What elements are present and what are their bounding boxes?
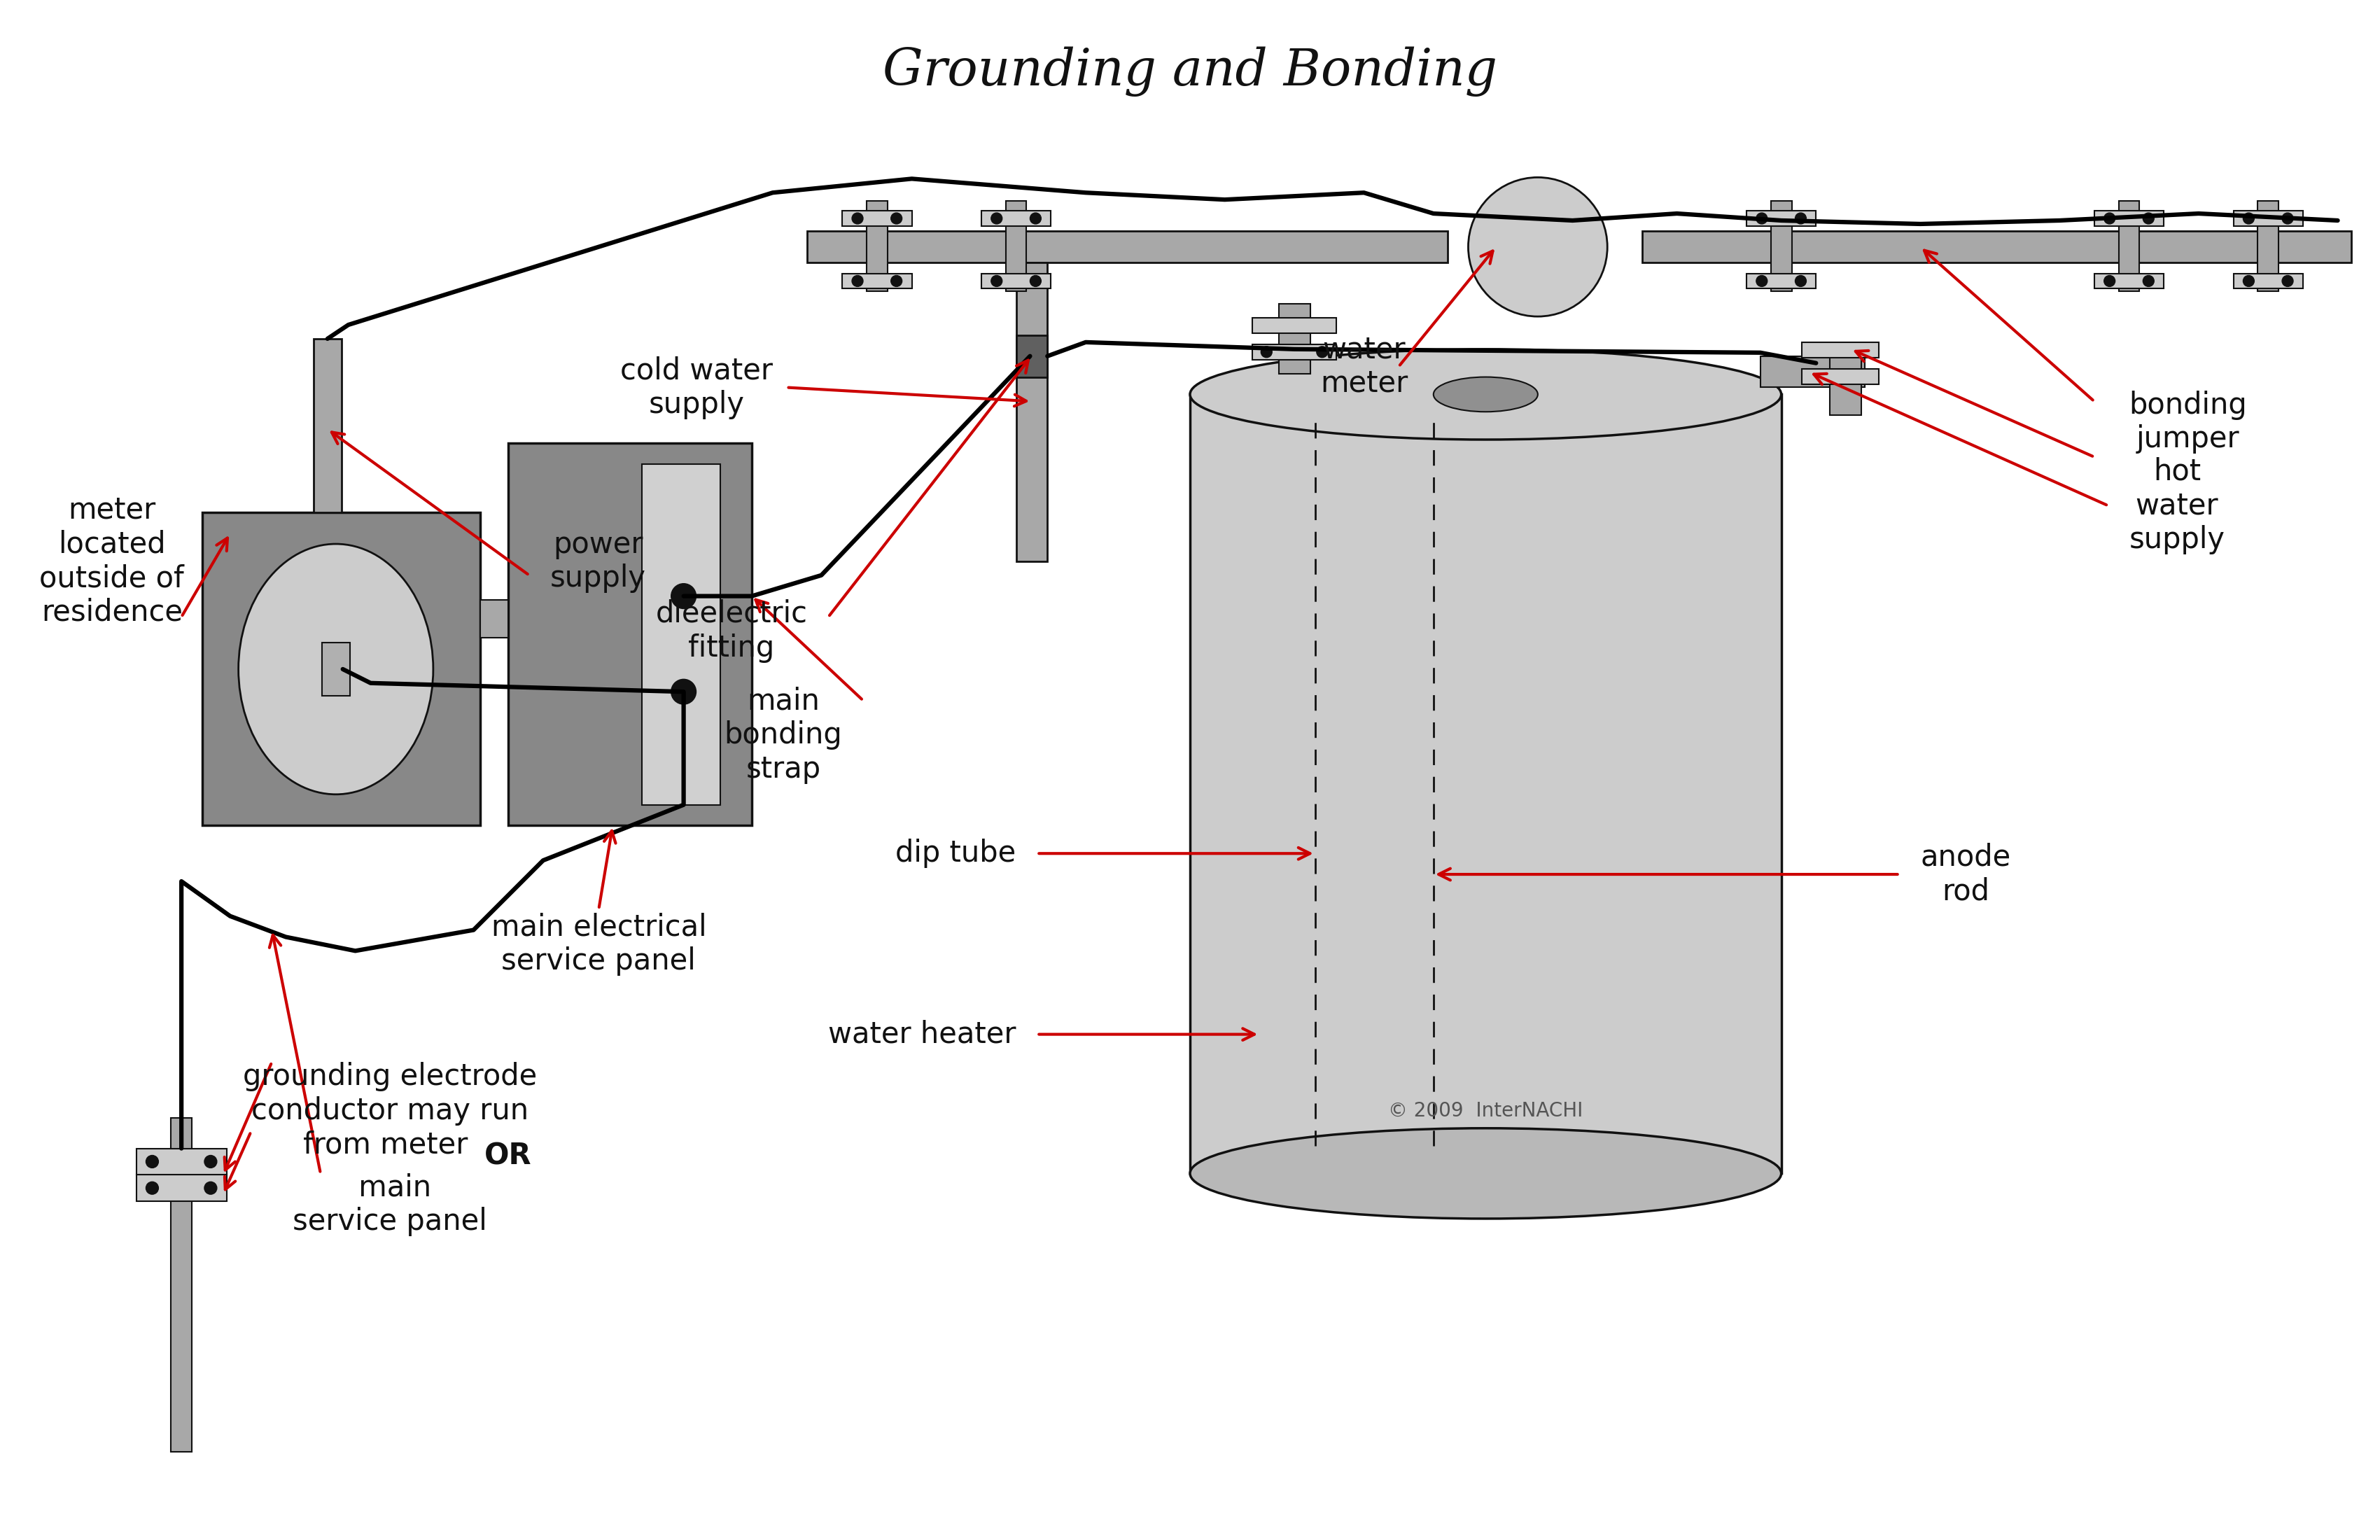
Circle shape bbox=[2282, 276, 2294, 286]
Bar bbox=[807, 231, 1447, 262]
Circle shape bbox=[990, 213, 1002, 223]
Bar bbox=[2118, 202, 2140, 291]
Bar bbox=[2094, 211, 2163, 226]
Bar bbox=[1802, 368, 1878, 383]
Circle shape bbox=[145, 1155, 159, 1167]
Bar bbox=[202, 513, 481, 825]
Circle shape bbox=[1795, 276, 1806, 286]
Bar bbox=[136, 1175, 226, 1201]
Text: dieelectric
fitting: dieelectric fitting bbox=[654, 599, 807, 662]
Bar bbox=[1016, 336, 1047, 377]
Text: cold water
supply: cold water supply bbox=[621, 356, 774, 419]
Circle shape bbox=[2282, 213, 2294, 223]
Ellipse shape bbox=[238, 544, 433, 795]
Bar bbox=[1016, 262, 1047, 561]
Text: dip tube: dip tube bbox=[895, 839, 1016, 869]
Circle shape bbox=[890, 213, 902, 223]
Text: meter
located
outside of
residence: meter located outside of residence bbox=[40, 496, 183, 627]
Bar bbox=[1830, 345, 1861, 416]
Bar bbox=[1007, 202, 1026, 291]
Bar bbox=[1747, 274, 1816, 288]
Text: power
supply: power supply bbox=[550, 530, 645, 593]
Bar bbox=[2259, 202, 2278, 291]
Circle shape bbox=[1795, 213, 1806, 223]
Ellipse shape bbox=[1433, 377, 1537, 411]
Bar bbox=[1252, 317, 1335, 333]
Circle shape bbox=[205, 1155, 217, 1167]
Text: main
service panel: main service panel bbox=[293, 1173, 488, 1237]
Circle shape bbox=[1468, 177, 1607, 317]
Circle shape bbox=[2142, 213, 2154, 223]
Circle shape bbox=[852, 213, 864, 223]
Text: hot
water
supply: hot water supply bbox=[2130, 457, 2225, 554]
Circle shape bbox=[852, 276, 864, 286]
Bar bbox=[981, 211, 1052, 226]
Bar bbox=[843, 211, 912, 226]
Circle shape bbox=[890, 276, 902, 286]
Bar bbox=[509, 444, 752, 825]
Circle shape bbox=[2242, 213, 2254, 223]
Ellipse shape bbox=[1190, 1129, 1780, 1218]
Bar bbox=[1278, 303, 1311, 374]
Bar bbox=[481, 599, 509, 638]
Bar bbox=[866, 202, 888, 291]
Circle shape bbox=[1756, 276, 1768, 286]
Bar bbox=[843, 274, 912, 288]
Bar bbox=[643, 464, 721, 805]
Text: anode
rod: anode rod bbox=[1921, 842, 2011, 906]
Circle shape bbox=[1031, 213, 1040, 223]
Bar bbox=[136, 1149, 226, 1175]
Bar bbox=[1252, 345, 1335, 360]
Bar bbox=[1190, 394, 1780, 1173]
Text: main electrical
service panel: main electrical service panel bbox=[490, 912, 707, 976]
Text: bonding
jumper: bonding jumper bbox=[2130, 391, 2247, 454]
Bar bbox=[321, 642, 350, 696]
Ellipse shape bbox=[1190, 350, 1780, 439]
Bar bbox=[2094, 274, 2163, 288]
Bar bbox=[1771, 202, 1792, 291]
Text: © 2009  InterNACHI: © 2009 InterNACHI bbox=[1388, 1101, 1583, 1121]
Circle shape bbox=[2104, 213, 2116, 223]
Text: water
meter: water meter bbox=[1321, 334, 1407, 399]
Text: Grounding and Bonding: Grounding and Bonding bbox=[883, 46, 1497, 97]
Circle shape bbox=[2142, 276, 2154, 286]
Bar bbox=[1802, 342, 1878, 357]
Circle shape bbox=[1261, 346, 1271, 357]
Circle shape bbox=[1031, 276, 1040, 286]
Text: main
bonding
strap: main bonding strap bbox=[724, 687, 843, 784]
Text: grounding electrode
conductor may run
from meter: grounding electrode conductor may run fr… bbox=[243, 1063, 538, 1160]
Bar bbox=[314, 339, 340, 513]
Bar bbox=[171, 1118, 193, 1452]
Bar bbox=[1747, 211, 1816, 226]
Circle shape bbox=[1316, 346, 1328, 357]
Circle shape bbox=[1756, 213, 1768, 223]
Circle shape bbox=[145, 1181, 159, 1195]
Circle shape bbox=[671, 584, 695, 608]
Circle shape bbox=[990, 276, 1002, 286]
Circle shape bbox=[671, 679, 695, 704]
Circle shape bbox=[2242, 276, 2254, 286]
Bar bbox=[2232, 211, 2304, 226]
Circle shape bbox=[205, 1181, 217, 1195]
Bar bbox=[1642, 231, 2351, 262]
Bar bbox=[2232, 274, 2304, 288]
Bar bbox=[1761, 356, 1864, 388]
Text: water heater: water heater bbox=[828, 1019, 1016, 1049]
Circle shape bbox=[2104, 276, 2116, 286]
Text: OR: OR bbox=[486, 1141, 533, 1170]
Bar bbox=[981, 274, 1052, 288]
